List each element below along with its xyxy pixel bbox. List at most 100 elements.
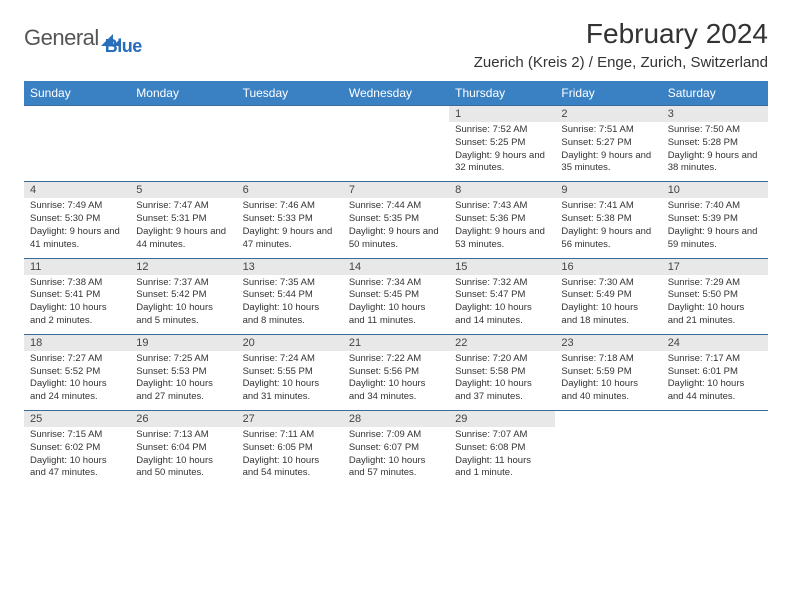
sunset-text: Sunset: 6:01 PM (668, 366, 762, 379)
sunset-text: Sunset: 5:52 PM (30, 366, 124, 379)
day-cell: 6Sunrise: 7:46 AMSunset: 5:33 PMDaylight… (237, 182, 343, 258)
daylight-text: Daylight: 10 hours and 34 minutes. (349, 378, 443, 404)
day-cell (130, 106, 236, 182)
day-cell: 8Sunrise: 7:43 AMSunset: 5:36 PMDaylight… (449, 182, 555, 258)
sunrise-text: Sunrise: 7:32 AM (455, 277, 549, 290)
daylight-text: Daylight: 10 hours and 37 minutes. (455, 378, 549, 404)
day-number-band: 9 (555, 182, 661, 198)
day-number-band: 7 (343, 182, 449, 198)
daylight-text: Daylight: 10 hours and 8 minutes. (243, 302, 337, 328)
daylight-text: Daylight: 10 hours and 2 minutes. (30, 302, 124, 328)
day-cell: 27Sunrise: 7:11 AMSunset: 6:05 PMDayligh… (237, 411, 343, 487)
day-body: Sunrise: 7:35 AMSunset: 5:44 PMDaylight:… (237, 275, 343, 334)
day-number-band: 1 (449, 106, 555, 122)
sunset-text: Sunset: 5:42 PM (136, 289, 230, 302)
day-cell: 20Sunrise: 7:24 AMSunset: 5:55 PMDayligh… (237, 334, 343, 410)
day-number-band: 27 (237, 411, 343, 427)
sunrise-text: Sunrise: 7:40 AM (668, 200, 762, 213)
month-title: February 2024 (474, 18, 768, 50)
sunrise-text: Sunrise: 7:20 AM (455, 353, 549, 366)
day-body: Sunrise: 7:24 AMSunset: 5:55 PMDaylight:… (237, 351, 343, 410)
daylight-text: Daylight: 10 hours and 40 minutes. (561, 378, 655, 404)
day-number-band: 10 (662, 182, 768, 198)
day-body: Sunrise: 7:44 AMSunset: 5:35 PMDaylight:… (343, 198, 449, 257)
day-body (130, 122, 236, 180)
sunset-text: Sunset: 5:39 PM (668, 213, 762, 226)
sunset-text: Sunset: 5:28 PM (668, 137, 762, 150)
sunrise-text: Sunrise: 7:50 AM (668, 124, 762, 137)
day-cell: 28Sunrise: 7:09 AMSunset: 6:07 PMDayligh… (343, 411, 449, 487)
daylight-text: Daylight: 9 hours and 35 minutes. (561, 150, 655, 176)
daylight-text: Daylight: 10 hours and 54 minutes. (243, 455, 337, 481)
sunset-text: Sunset: 5:47 PM (455, 289, 549, 302)
sunrise-text: Sunrise: 7:25 AM (136, 353, 230, 366)
daylight-text: Daylight: 10 hours and 21 minutes. (668, 302, 762, 328)
day-body (662, 427, 768, 485)
day-body: Sunrise: 7:52 AMSunset: 5:25 PMDaylight:… (449, 122, 555, 181)
day-body: Sunrise: 7:17 AMSunset: 6:01 PMDaylight:… (662, 351, 768, 410)
daylight-text: Daylight: 10 hours and 24 minutes. (30, 378, 124, 404)
day-cell: 17Sunrise: 7:29 AMSunset: 5:50 PMDayligh… (662, 258, 768, 334)
sunset-text: Sunset: 5:45 PM (349, 289, 443, 302)
day-header: Monday (130, 81, 236, 106)
day-number-band: 2 (555, 106, 661, 122)
day-number-band: 11 (24, 259, 130, 275)
day-number-band: 28 (343, 411, 449, 427)
sunset-text: Sunset: 5:53 PM (136, 366, 230, 379)
sunset-text: Sunset: 6:05 PM (243, 442, 337, 455)
daylight-text: Daylight: 10 hours and 44 minutes. (668, 378, 762, 404)
day-header: Saturday (662, 81, 768, 106)
logo-blue: Blue (105, 36, 142, 57)
day-body (24, 122, 130, 180)
day-body: Sunrise: 7:09 AMSunset: 6:07 PMDaylight:… (343, 427, 449, 486)
sunset-text: Sunset: 5:35 PM (349, 213, 443, 226)
day-body: Sunrise: 7:25 AMSunset: 5:53 PMDaylight:… (130, 351, 236, 410)
day-body (237, 122, 343, 180)
day-body: Sunrise: 7:43 AMSunset: 5:36 PMDaylight:… (449, 198, 555, 257)
day-number-band: 8 (449, 182, 555, 198)
day-cell: 23Sunrise: 7:18 AMSunset: 5:59 PMDayligh… (555, 334, 661, 410)
day-number-band: 14 (343, 259, 449, 275)
day-number-band: 5 (130, 182, 236, 198)
day-number-band: 24 (662, 335, 768, 351)
sunrise-text: Sunrise: 7:49 AM (30, 200, 124, 213)
sunset-text: Sunset: 5:59 PM (561, 366, 655, 379)
day-body: Sunrise: 7:13 AMSunset: 6:04 PMDaylight:… (130, 427, 236, 486)
sunset-text: Sunset: 5:38 PM (561, 213, 655, 226)
daylight-text: Daylight: 10 hours and 11 minutes. (349, 302, 443, 328)
day-cell: 22Sunrise: 7:20 AMSunset: 5:58 PMDayligh… (449, 334, 555, 410)
day-header: Sunday (24, 81, 130, 106)
sunset-text: Sunset: 5:49 PM (561, 289, 655, 302)
day-body: Sunrise: 7:20 AMSunset: 5:58 PMDaylight:… (449, 351, 555, 410)
sunrise-text: Sunrise: 7:41 AM (561, 200, 655, 213)
sunrise-text: Sunrise: 7:17 AM (668, 353, 762, 366)
daylight-text: Daylight: 10 hours and 27 minutes. (136, 378, 230, 404)
day-number-band: 15 (449, 259, 555, 275)
day-body: Sunrise: 7:11 AMSunset: 6:05 PMDaylight:… (237, 427, 343, 486)
day-cell: 7Sunrise: 7:44 AMSunset: 5:35 PMDaylight… (343, 182, 449, 258)
day-number-band: 12 (130, 259, 236, 275)
calendar-table: SundayMondayTuesdayWednesdayThursdayFrid… (24, 81, 768, 486)
sunset-text: Sunset: 5:50 PM (668, 289, 762, 302)
daylight-text: Daylight: 9 hours and 38 minutes. (668, 150, 762, 176)
day-body: Sunrise: 7:40 AMSunset: 5:39 PMDaylight:… (662, 198, 768, 257)
day-number-band (24, 106, 130, 122)
day-header: Wednesday (343, 81, 449, 106)
sunset-text: Sunset: 5:58 PM (455, 366, 549, 379)
day-body: Sunrise: 7:47 AMSunset: 5:31 PMDaylight:… (130, 198, 236, 257)
day-number-band (343, 106, 449, 122)
sunset-text: Sunset: 5:31 PM (136, 213, 230, 226)
sunrise-text: Sunrise: 7:46 AM (243, 200, 337, 213)
daylight-text: Daylight: 10 hours and 14 minutes. (455, 302, 549, 328)
logo: General Blue (24, 18, 142, 57)
day-cell: 26Sunrise: 7:13 AMSunset: 6:04 PMDayligh… (130, 411, 236, 487)
week-row: 4Sunrise: 7:49 AMSunset: 5:30 PMDaylight… (24, 182, 768, 258)
sunrise-text: Sunrise: 7:37 AM (136, 277, 230, 290)
day-cell: 14Sunrise: 7:34 AMSunset: 5:45 PMDayligh… (343, 258, 449, 334)
day-body: Sunrise: 7:49 AMSunset: 5:30 PMDaylight:… (24, 198, 130, 257)
sunrise-text: Sunrise: 7:52 AM (455, 124, 549, 137)
day-cell (343, 106, 449, 182)
day-cell (662, 411, 768, 487)
sunset-text: Sunset: 5:55 PM (243, 366, 337, 379)
day-number-band (237, 106, 343, 122)
